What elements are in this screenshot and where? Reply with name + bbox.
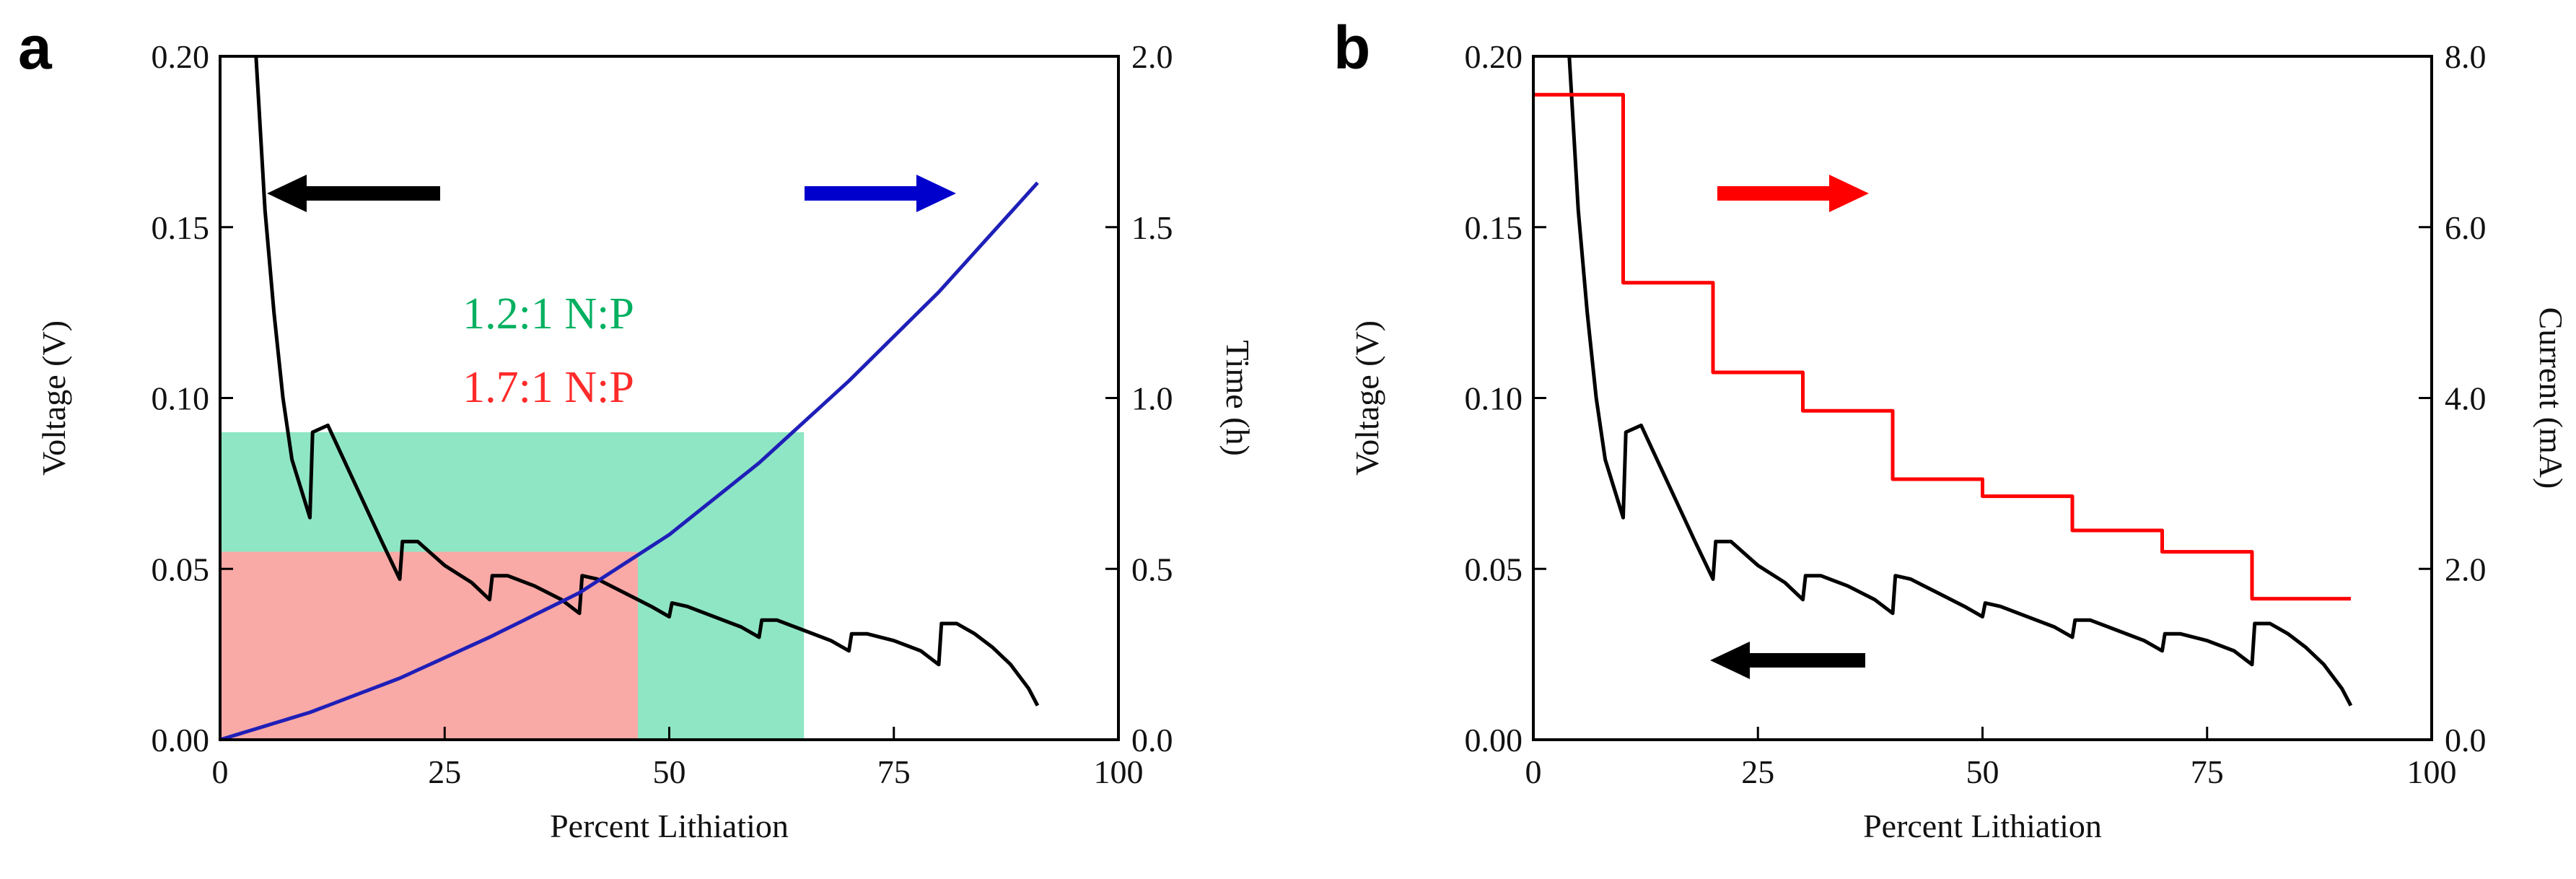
arrow-right-icon	[1717, 175, 1869, 212]
panel-b: 0 25 50 75 100 0.00 0.05 0.10 0.15 0.20 0.0 2.0 4.0 6…	[1333, 14, 2570, 844]
y-right-tick-label: 0.0	[2445, 722, 2487, 758]
x-tick-label: 50	[1966, 753, 1999, 790]
y-right-tick-label: 1.5	[1131, 209, 1173, 246]
y-left-tick-label: 0.05	[1465, 551, 1523, 587]
y-left-tick-label: 0.15	[1465, 209, 1523, 246]
arrow-right-icon	[805, 175, 956, 212]
y-right-tick-label: 2.0	[2445, 551, 2487, 587]
x-tick-label: 50	[653, 753, 686, 790]
panel-label: b	[1333, 14, 1370, 82]
shaded-region-2	[220, 551, 638, 740]
y-right-tick-label: 6.0	[2445, 209, 2487, 246]
x-tick-label: 100	[1094, 753, 1144, 790]
x-tick-label: 75	[2191, 753, 2224, 790]
y-right-tick-label: 8.0	[2445, 38, 2487, 75]
y-right-tick-label: 2.0	[1131, 38, 1173, 75]
y-left-tick-label: 0.15	[152, 209, 210, 246]
x-tick-label: 100	[2407, 753, 2457, 790]
y-left-tick-label: 0.05	[152, 551, 210, 587]
y-right-tick-label: 0.0	[1131, 722, 1173, 758]
arrow-left-icon	[1710, 642, 1865, 679]
x-tick-label: 0	[1525, 753, 1542, 790]
y-right-axis-title: Current (mA)	[2533, 307, 2570, 489]
y-left-tick-label: 0.20	[1465, 38, 1523, 75]
x-axis-title: Percent Lithiation	[1863, 808, 2102, 844]
series-current-line	[1533, 92, 2351, 601]
series-voltage-line	[254, 56, 1040, 707]
arrow-left-icon	[267, 175, 440, 212]
y-left-tick-label: 0.10	[1465, 380, 1523, 417]
annotation-label: 1.7:1 N:P	[463, 363, 634, 412]
y-left-tick-label: 0.00	[152, 722, 210, 758]
y-left-tick-label: 0.20	[152, 38, 210, 75]
x-tick-label: 25	[1741, 753, 1774, 790]
annotation-label: 1.2:1 N:P	[463, 289, 634, 338]
y-left-tick-label: 0.10	[152, 380, 210, 417]
x-tick-label: 75	[877, 753, 911, 790]
x-axis-title: Percent Lithiation	[550, 808, 789, 844]
y-left-tick-label: 0.00	[1465, 722, 1523, 758]
x-tick-label: 25	[428, 753, 461, 790]
panel-label: a	[18, 14, 53, 82]
y-left-axis-title: Voltage (V)	[1349, 320, 1385, 476]
x-tick-label: 0	[212, 753, 229, 790]
series-time-line	[219, 181, 1039, 742]
y-right-tick-label: 4.0	[2445, 380, 2487, 417]
y-left-axis-title: Voltage (V)	[35, 320, 72, 476]
series-voltage-line	[1567, 56, 2353, 707]
y-right-axis-title: Time (h)	[1219, 340, 1256, 456]
y-right-tick-label: 1.0	[1131, 380, 1173, 417]
plot-frame	[1532, 55, 2433, 741]
panel-a: 0 25 50 75 100 0.00 0.05 0.10 0.15 0.20 0.0 0.5 1.0 1…	[18, 14, 1256, 844]
y-right-tick-label: 0.5	[1131, 551, 1173, 587]
